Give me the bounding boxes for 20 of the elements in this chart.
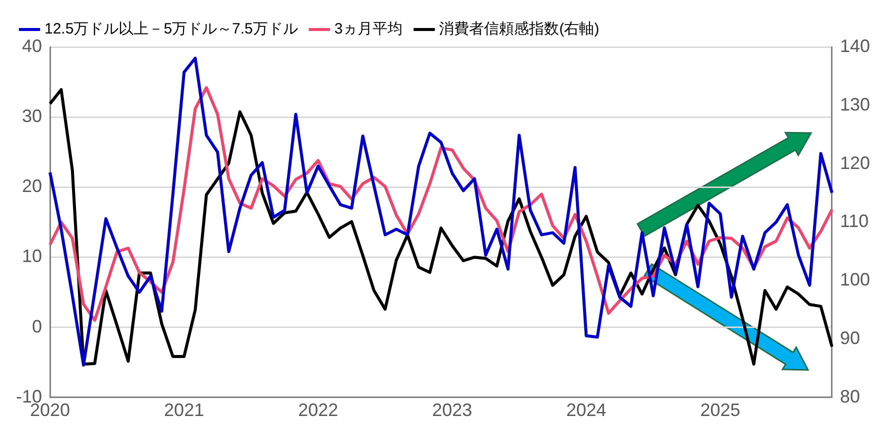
x-tick-label: 2021 (164, 400, 204, 420)
y-tick-label: 10 (22, 246, 42, 266)
y2-tick-label: 100 (840, 270, 870, 290)
x-tick-label: 2023 (432, 400, 472, 420)
legend-label: 3ヵ月平均 (334, 20, 403, 38)
y2-tick-label: 110 (840, 211, 869, 232)
y2-tick-label: 140 (840, 36, 870, 56)
x-tick-label: 2022 (298, 400, 338, 420)
y2-tick-label: 90 (840, 328, 860, 348)
y-tick-label: 30 (22, 106, 42, 126)
legend-label: 12.5万ドル以上－5万ドル～7.5万ドル (44, 20, 298, 38)
y-tick-label: 40 (22, 36, 42, 56)
x-tick-label: 2025 (700, 400, 740, 420)
y-tick-label: 0 (32, 316, 42, 336)
x-tick-label: 2024 (566, 400, 606, 420)
y2-tick-label: 120 (840, 152, 870, 173)
y2-tick-label: 80 (840, 386, 860, 406)
y-tick-label: 20 (22, 176, 42, 196)
y2-tick-label: 130 (840, 94, 870, 114)
legend-label: 消費者信頼感指数(右軸) (439, 20, 600, 38)
